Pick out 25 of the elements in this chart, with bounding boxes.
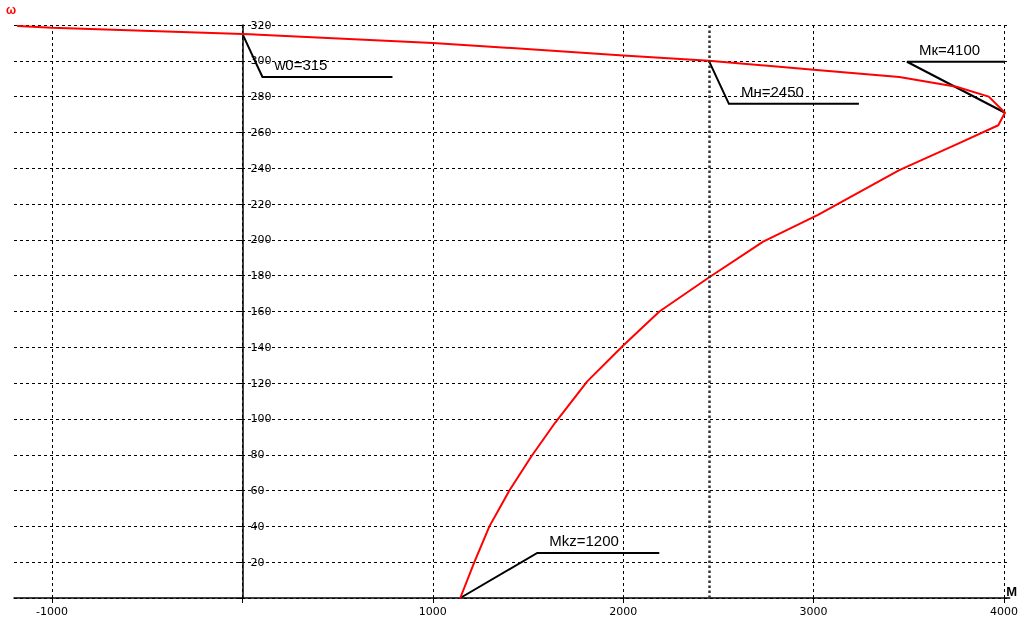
y-tick-label: 60 — [250, 484, 265, 498]
x-tick-label: 4000 — [990, 605, 1018, 618]
y-tick-label: 240 — [250, 161, 272, 175]
y-tick-label: 80 — [250, 448, 265, 462]
y-tick-label: 200 — [250, 233, 272, 247]
x-tick-label: 3000 — [799, 605, 828, 618]
x-tick-label: 1000 — [418, 605, 447, 618]
y-tick-label: 180 — [250, 269, 272, 283]
y-tick-label: 100 — [250, 412, 272, 426]
y-tick-label: 140 — [250, 340, 272, 354]
x-tick-label: -1000 — [36, 605, 69, 618]
y-tick-label: 320 — [250, 18, 272, 32]
y-tick-label: 260 — [250, 125, 272, 139]
y-tick-label: 120 — [250, 376, 272, 390]
y-tick-label: 280 — [250, 90, 272, 104]
y-tick-label: 20 — [250, 555, 265, 569]
y-tick-label: 220 — [250, 197, 272, 211]
annotation: w0=315 — [273, 55, 328, 73]
y-axis-title: ω — [6, 3, 17, 17]
x-tick-label: 2000 — [609, 605, 638, 618]
x-axis-title: M — [1006, 584, 1018, 599]
annotation: Мк=4100 — [918, 40, 981, 58]
y-tick-label: 40 — [250, 519, 265, 533]
y-tick-label: 160 — [250, 305, 272, 318]
annotation: Mkz=1200 — [549, 532, 619, 549]
